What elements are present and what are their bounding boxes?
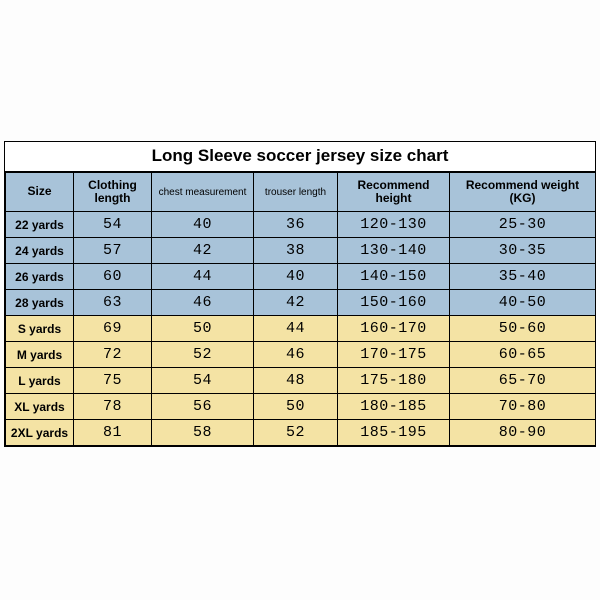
cell-rec_height: 185-195: [338, 420, 450, 446]
col-header-label: trouser length: [254, 187, 337, 198]
size-table: SizeClothing lengthchest measurementtrou…: [5, 172, 596, 446]
cell-trouser: 38: [254, 238, 338, 264]
cell-clothing_length: 78: [74, 394, 152, 420]
cell-trouser: 52: [254, 420, 338, 446]
table-row: 26 yards604440140-15035-40: [6, 264, 596, 290]
cell-chest: 54: [152, 368, 254, 394]
cell-rec_height: 130-140: [338, 238, 450, 264]
table-row: M yards725246170-17560-65: [6, 342, 596, 368]
table-row: 22 yards544036120-13025-30: [6, 212, 596, 238]
cell-trouser: 40: [254, 264, 338, 290]
col-header-label: Recommend weight (KG): [450, 179, 595, 205]
cell-chest: 42: [152, 238, 254, 264]
cell-size: M yards: [6, 342, 74, 368]
cell-rec_weight: 65-70: [450, 368, 596, 394]
table-row: 28 yards634642150-16040-50: [6, 290, 596, 316]
header-row: SizeClothing lengthchest measurementtrou…: [6, 173, 596, 212]
col-header-trouser: trouser length: [254, 173, 338, 212]
table-head: SizeClothing lengthchest measurementtrou…: [6, 173, 596, 212]
cell-trouser: 46: [254, 342, 338, 368]
cell-clothing_length: 72: [74, 342, 152, 368]
cell-size: 24 yards: [6, 238, 74, 264]
cell-trouser: 42: [254, 290, 338, 316]
cell-size: L yards: [6, 368, 74, 394]
size-chart: Long Sleeve soccer jersey size chart Siz…: [4, 141, 596, 447]
cell-trouser: 36: [254, 212, 338, 238]
table-body: 22 yards544036120-13025-3024 yards574238…: [6, 212, 596, 446]
table-row: 24 yards574238130-14030-35: [6, 238, 596, 264]
cell-rec_weight: 70-80: [450, 394, 596, 420]
cell-rec_height: 175-180: [338, 368, 450, 394]
canvas: Long Sleeve soccer jersey size chart Siz…: [0, 0, 600, 600]
col-header-label: Clothing length: [74, 179, 151, 205]
table-row: 2XL yards815852185-19580-90: [6, 420, 596, 446]
cell-rec_weight: 35-40: [450, 264, 596, 290]
cell-rec_height: 140-150: [338, 264, 450, 290]
col-header-size: Size: [6, 173, 74, 212]
cell-rec_weight: 80-90: [450, 420, 596, 446]
cell-rec_height: 180-185: [338, 394, 450, 420]
table-row: L yards755448175-18065-70: [6, 368, 596, 394]
cell-trouser: 44: [254, 316, 338, 342]
cell-clothing_length: 60: [74, 264, 152, 290]
cell-rec_height: 150-160: [338, 290, 450, 316]
cell-chest: 50: [152, 316, 254, 342]
cell-size: 28 yards: [6, 290, 74, 316]
cell-clothing_length: 57: [74, 238, 152, 264]
col-header-label: chest measurement: [152, 187, 253, 198]
cell-trouser: 50: [254, 394, 338, 420]
table-row: S yards695044160-17050-60: [6, 316, 596, 342]
cell-size: 26 yards: [6, 264, 74, 290]
cell-rec_weight: 60-65: [450, 342, 596, 368]
col-header-chest: chest measurement: [152, 173, 254, 212]
cell-trouser: 48: [254, 368, 338, 394]
cell-size: XL yards: [6, 394, 74, 420]
cell-rec_weight: 40-50: [450, 290, 596, 316]
cell-clothing_length: 75: [74, 368, 152, 394]
cell-chest: 52: [152, 342, 254, 368]
cell-rec_height: 120-130: [338, 212, 450, 238]
table-row: XL yards785650180-18570-80: [6, 394, 596, 420]
cell-chest: 40: [152, 212, 254, 238]
col-header-clothing_length: Clothing length: [74, 173, 152, 212]
cell-clothing_length: 54: [74, 212, 152, 238]
cell-clothing_length: 81: [74, 420, 152, 446]
cell-rec_weight: 25-30: [450, 212, 596, 238]
cell-chest: 56: [152, 394, 254, 420]
cell-chest: 58: [152, 420, 254, 446]
col-header-label: Size: [6, 185, 73, 198]
cell-chest: 46: [152, 290, 254, 316]
cell-clothing_length: 69: [74, 316, 152, 342]
col-header-rec_weight: Recommend weight (KG): [450, 173, 596, 212]
col-header-label: Recommend height: [338, 179, 449, 205]
cell-size: 2XL yards: [6, 420, 74, 446]
cell-clothing_length: 63: [74, 290, 152, 316]
cell-size: 22 yards: [6, 212, 74, 238]
cell-rec_height: 160-170: [338, 316, 450, 342]
cell-size: S yards: [6, 316, 74, 342]
cell-rec_weight: 30-35: [450, 238, 596, 264]
col-header-rec_height: Recommend height: [338, 173, 450, 212]
cell-rec_weight: 50-60: [450, 316, 596, 342]
cell-chest: 44: [152, 264, 254, 290]
cell-rec_height: 170-175: [338, 342, 450, 368]
chart-title: Long Sleeve soccer jersey size chart: [5, 142, 595, 172]
